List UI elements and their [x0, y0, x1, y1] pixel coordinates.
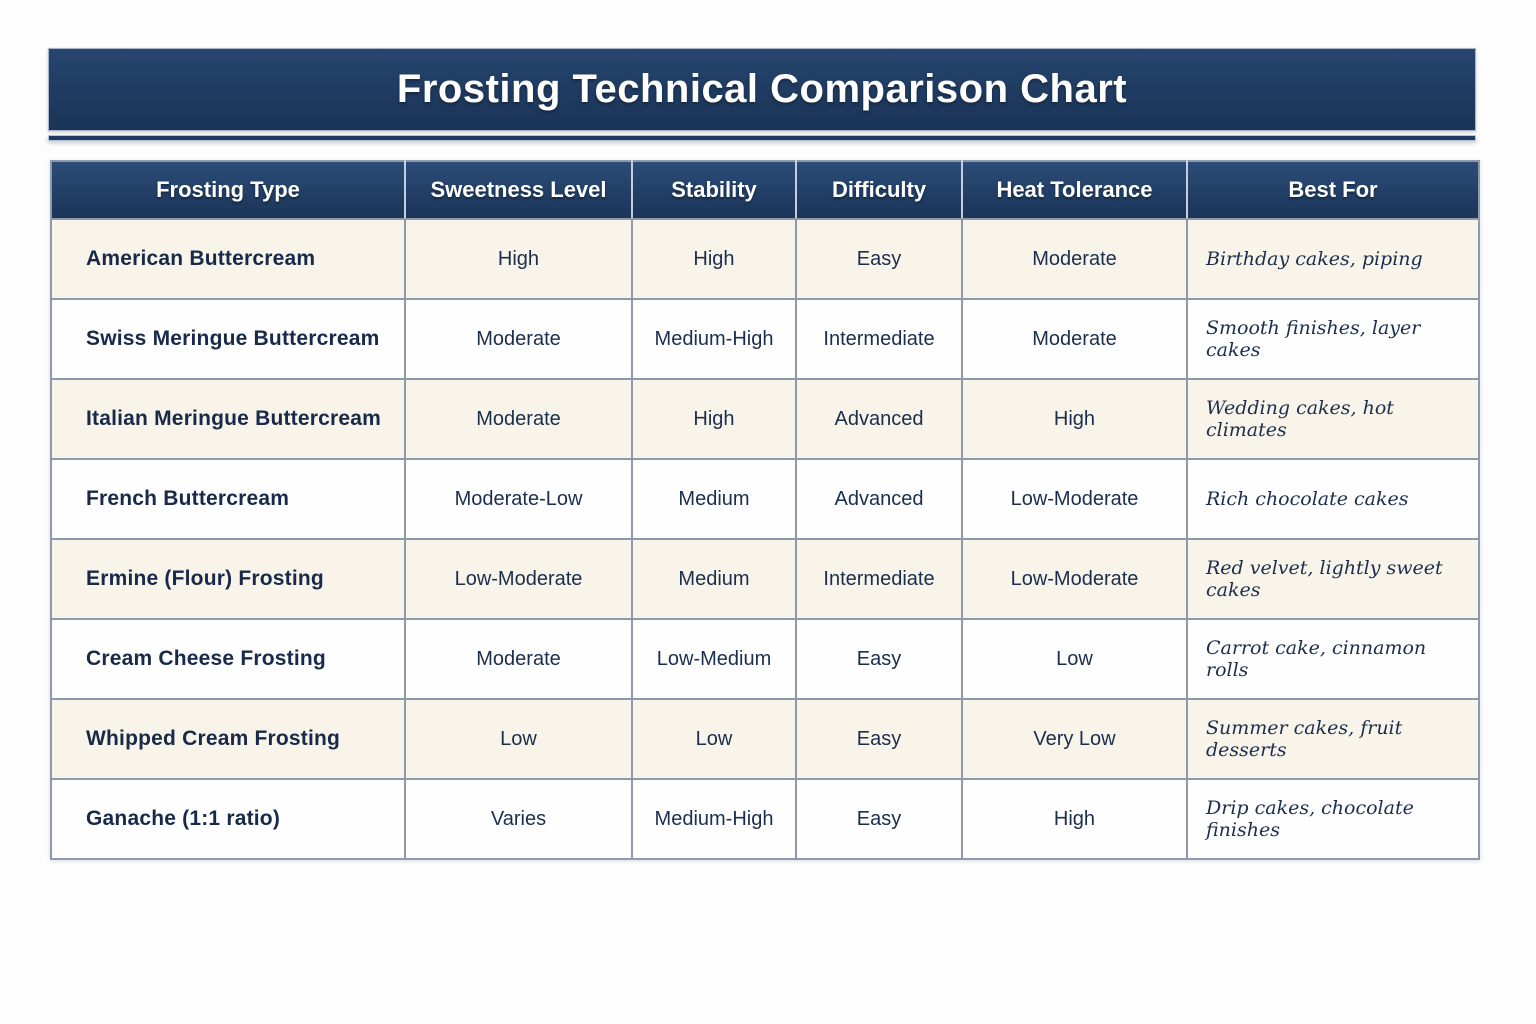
- stability-cell: Medium-High: [631, 298, 797, 380]
- column-header-stability: Stability: [631, 160, 797, 220]
- sweetness-cell: Moderate: [404, 378, 633, 460]
- title-banner: Frosting Technical Comparison Chart: [48, 48, 1476, 131]
- frosting-type-cell: Ganache (1:1 ratio): [50, 778, 406, 860]
- column-header-frosting-type: Frosting Type: [50, 160, 406, 220]
- column-header-difficulty: Difficulty: [795, 160, 963, 220]
- comparison-table: Frosting Type Sweetness Level Stability …: [50, 160, 1480, 860]
- frosting-type-cell: Whipped Cream Frosting: [50, 698, 406, 780]
- heat-tolerance-cell: Low-Moderate: [961, 538, 1188, 620]
- sweetness-cell: Varies: [404, 778, 633, 860]
- difficulty-cell: Advanced: [795, 458, 963, 540]
- heat-tolerance-cell: Moderate: [961, 218, 1188, 300]
- stability-cell: Medium: [631, 458, 797, 540]
- frosting-type-cell: American Buttercream: [50, 218, 406, 300]
- table-row: Ganache (1:1 ratio) Varies Medium-High E…: [50, 778, 1480, 860]
- best-for-cell: Rich chocolate cakes: [1186, 458, 1480, 540]
- sweetness-cell: Low: [404, 698, 633, 780]
- table-row: Whipped Cream Frosting Low Low Easy Very…: [50, 698, 1480, 780]
- table-row: American Buttercream High High Easy Mode…: [50, 218, 1480, 300]
- stability-cell: Low: [631, 698, 797, 780]
- column-header-heat-tolerance: Heat Tolerance: [961, 160, 1188, 220]
- stability-cell: Medium: [631, 538, 797, 620]
- frosting-type-cell: Ermine (Flour) Frosting: [50, 538, 406, 620]
- comparison-table-container: Frosting Type Sweetness Level Stability …: [50, 160, 1480, 860]
- difficulty-cell: Easy: [795, 698, 963, 780]
- frosting-type-cell: Swiss Meringue Buttercream: [50, 298, 406, 380]
- heat-tolerance-cell: High: [961, 378, 1188, 460]
- stability-cell: High: [631, 218, 797, 300]
- best-for-cell: Red velvet, lightly sweet cakes: [1186, 538, 1480, 620]
- best-for-cell: Drip cakes, chocolate finishes: [1186, 778, 1480, 860]
- sweetness-cell: Moderate-Low: [404, 458, 633, 540]
- title-divider-rule: [48, 135, 1476, 141]
- sweetness-cell: High: [404, 218, 633, 300]
- sweetness-cell: Moderate: [404, 618, 633, 700]
- table-row: Ermine (Flour) Frosting Low-Moderate Med…: [50, 538, 1480, 620]
- stability-cell: Low-Medium: [631, 618, 797, 700]
- difficulty-cell: Easy: [795, 618, 963, 700]
- table-row: Cream Cheese Frosting Moderate Low-Mediu…: [50, 618, 1480, 700]
- heat-tolerance-cell: High: [961, 778, 1188, 860]
- table-row: Swiss Meringue Buttercream Moderate Medi…: [50, 298, 1480, 380]
- best-for-cell: Summer cakes, fruit desserts: [1186, 698, 1480, 780]
- header-row: Frosting Type Sweetness Level Stability …: [50, 160, 1480, 220]
- frosting-type-cell: Cream Cheese Frosting: [50, 618, 406, 700]
- heat-tolerance-cell: Moderate: [961, 298, 1188, 380]
- best-for-cell: Birthday cakes, piping: [1186, 218, 1480, 300]
- difficulty-cell: Easy: [795, 778, 963, 860]
- sweetness-cell: Moderate: [404, 298, 633, 380]
- difficulty-cell: Advanced: [795, 378, 963, 460]
- best-for-cell: Wedding cakes, hot climates: [1186, 378, 1480, 460]
- page-title: Frosting Technical Comparison Chart: [396, 67, 1128, 111]
- column-header-best-for: Best For: [1186, 160, 1480, 220]
- table-row: French Buttercream Moderate-Low Medium A…: [50, 458, 1480, 540]
- stability-cell: High: [631, 378, 797, 460]
- stability-cell: Medium-High: [631, 778, 797, 860]
- sweetness-cell: Low-Moderate: [404, 538, 633, 620]
- difficulty-cell: Intermediate: [795, 538, 963, 620]
- difficulty-cell: Easy: [795, 218, 963, 300]
- best-for-cell: Carrot cake, cinnamon rolls: [1186, 618, 1480, 700]
- frosting-type-cell: Italian Meringue Buttercream: [50, 378, 406, 460]
- heat-tolerance-cell: Low: [961, 618, 1188, 700]
- heat-tolerance-cell: Very Low: [961, 698, 1188, 780]
- heat-tolerance-cell: Low-Moderate: [961, 458, 1188, 540]
- table-row: Italian Meringue Buttercream Moderate Hi…: [50, 378, 1480, 460]
- frosting-type-cell: French Buttercream: [50, 458, 406, 540]
- difficulty-cell: Intermediate: [795, 298, 963, 380]
- column-header-sweetness-level: Sweetness Level: [404, 160, 633, 220]
- best-for-cell: Smooth finishes, layer cakes: [1186, 298, 1480, 380]
